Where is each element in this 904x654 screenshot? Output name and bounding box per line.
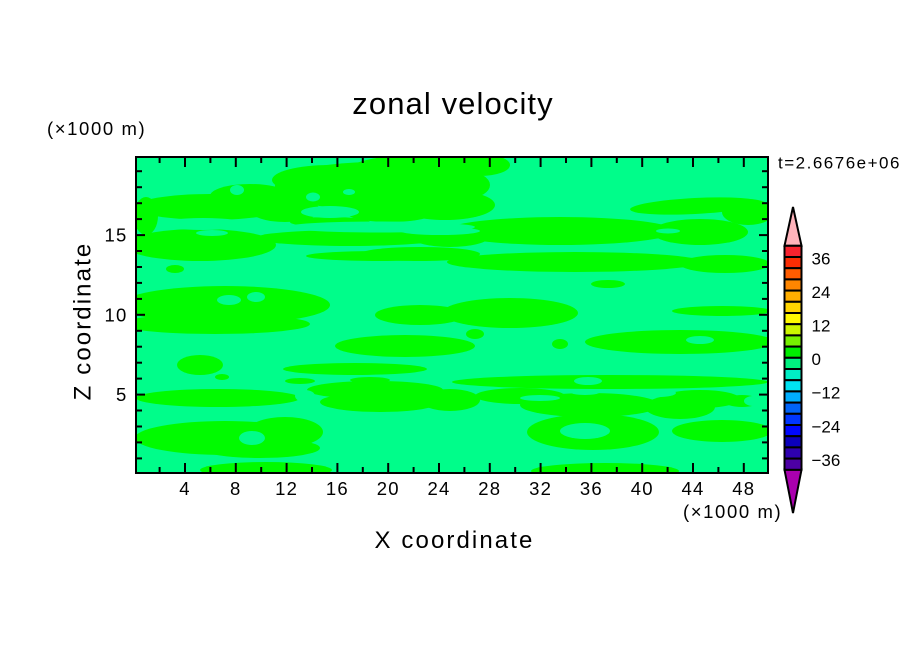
svg-text:40: 40 — [631, 478, 654, 499]
svg-text:10: 10 — [105, 304, 128, 325]
svg-text:8: 8 — [230, 478, 242, 499]
svg-text:0: 0 — [812, 350, 821, 369]
svg-text:48: 48 — [732, 478, 755, 499]
svg-text:12: 12 — [275, 478, 298, 499]
svg-text:t=2.6676e+06: t=2.6676e+06 — [778, 154, 901, 173]
svg-text:15: 15 — [105, 225, 128, 246]
svg-text:(×1000 m): (×1000 m) — [683, 501, 782, 522]
svg-text:32: 32 — [529, 478, 552, 499]
svg-text:zonal velocity: zonal velocity — [352, 86, 554, 121]
svg-text:5: 5 — [116, 384, 128, 405]
svg-text:−36: −36 — [812, 451, 841, 470]
svg-text:36: 36 — [580, 478, 603, 499]
svg-text:X coordinate: X coordinate — [375, 527, 535, 554]
svg-text:(×1000 m): (×1000 m) — [47, 118, 146, 139]
svg-text:16: 16 — [326, 478, 349, 499]
svg-text:−24: −24 — [812, 417, 841, 436]
svg-text:44: 44 — [682, 478, 705, 499]
svg-text:24: 24 — [428, 478, 451, 499]
svg-text:24: 24 — [812, 283, 831, 302]
svg-text:20: 20 — [377, 478, 400, 499]
svg-text:Z coordinate: Z coordinate — [70, 242, 97, 401]
svg-text:4: 4 — [179, 478, 191, 499]
svg-text:−12: −12 — [812, 384, 841, 403]
svg-text:12: 12 — [812, 317, 831, 336]
svg-text:36: 36 — [812, 249, 831, 268]
svg-text:28: 28 — [478, 478, 501, 499]
